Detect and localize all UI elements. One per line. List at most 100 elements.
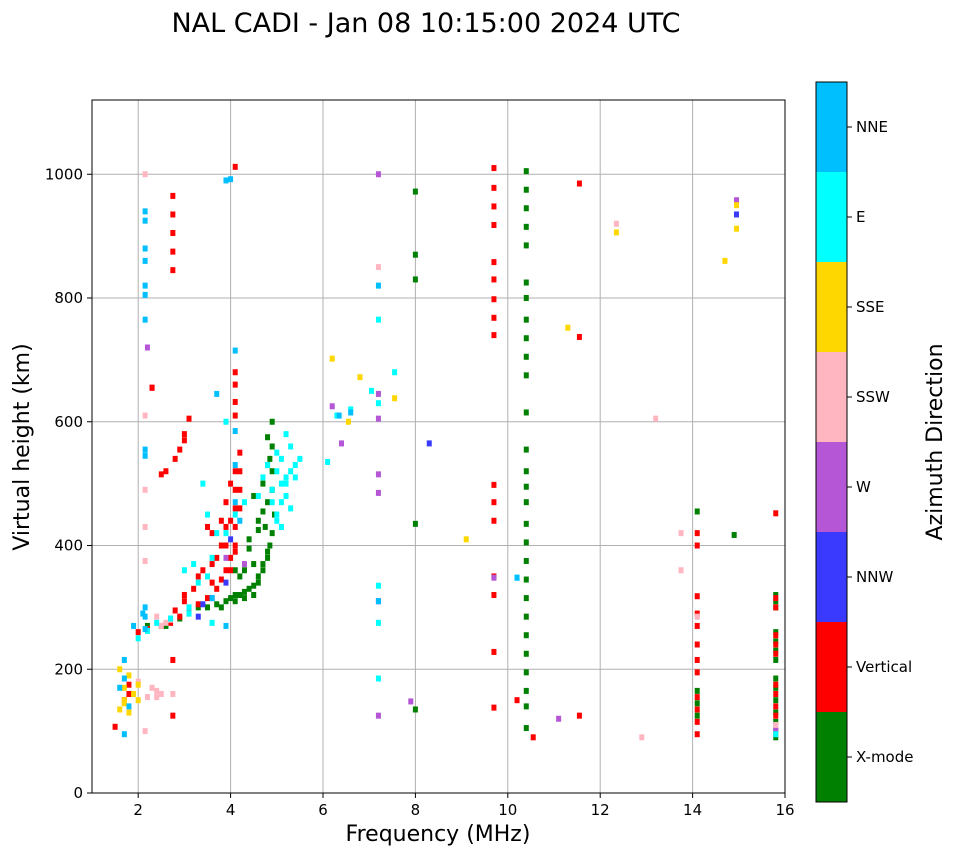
data-point [260,480,266,487]
data-point [345,418,351,425]
data-point [491,704,497,711]
data-point [694,669,700,676]
data-point [228,517,234,524]
data-point [223,530,229,537]
data-point [426,440,432,447]
data-point [375,415,381,422]
data-point [491,296,497,303]
data-point [237,505,243,512]
data-point [251,592,257,598]
plot-frame [91,99,786,794]
x-axis-label: Frequency (MHz) [346,822,531,847]
data-point [523,520,529,527]
data-point [269,443,275,450]
x-tick-label: 10 [498,801,517,819]
data-point [773,697,779,704]
data-point [154,619,160,626]
data-point [267,542,273,549]
data-point [142,257,148,264]
data-point [237,486,243,493]
data-point [523,576,529,583]
data-point [218,604,224,611]
data-point [214,601,220,608]
data-point [392,395,398,402]
data-point [292,474,298,481]
colorbar-segment-ssw [816,352,847,442]
data-point [214,390,220,397]
colorbar-segment-nnw [816,532,847,622]
data-point [523,316,529,323]
data-point [773,684,779,691]
data-point [121,731,127,738]
data-point [232,381,238,388]
data-point [491,221,497,228]
data-point [283,474,289,481]
data-point [149,684,155,691]
series-nne [117,176,520,738]
data-point [121,697,127,704]
data-point [237,468,243,475]
data-point [265,434,271,441]
data-point [255,493,261,499]
data-point [246,536,252,543]
data-point [209,619,215,626]
data-point [232,499,238,506]
data-point [232,462,238,469]
data-point [170,248,176,255]
x-tick-label: 16 [775,801,794,819]
data-point [773,731,779,738]
data-point [283,480,289,487]
data-point [523,372,529,379]
series-ssw [135,171,779,741]
data-point [733,211,739,218]
data-point [251,493,257,499]
data-point [191,585,197,592]
data-point [200,567,206,574]
data-point [269,468,275,475]
data-point [163,622,169,629]
x-tick-label: 12 [591,801,610,819]
data-point [126,709,132,716]
data-point [375,582,381,589]
data-point [251,582,257,589]
data-point [773,718,779,725]
data-point [733,225,739,232]
data-point [223,177,229,184]
y-axis-label: Virtual height (km) [10,343,35,550]
data-point [232,505,238,512]
data-point [773,632,779,639]
data-point [523,613,529,620]
data-point [142,412,148,419]
data-point [223,622,229,629]
data-point [154,687,160,694]
data-point [200,480,206,487]
data-point [232,369,238,376]
data-point [773,734,779,741]
data-point [523,669,529,676]
data-point [694,530,700,537]
data-point [523,242,529,249]
data-point [195,613,201,620]
data-point [158,622,164,629]
data-point [412,520,418,527]
data-point [530,734,536,741]
data-point [375,171,381,178]
data-point [158,691,164,697]
data-point [163,468,169,475]
series-sse [117,202,739,716]
data-point [773,726,779,733]
data-point [232,412,238,419]
data-point [218,517,224,524]
data-point [241,595,247,602]
data-point [255,517,261,524]
data-point [288,505,294,512]
data-point [348,409,354,416]
data-point [232,163,238,170]
y-tick-label: 1000 [45,165,83,183]
data-point [773,592,779,598]
data-point [514,574,520,581]
data-point [142,728,148,735]
series-vertical [112,163,779,741]
data-point [639,734,645,741]
x-tick-label: 2 [133,801,143,819]
